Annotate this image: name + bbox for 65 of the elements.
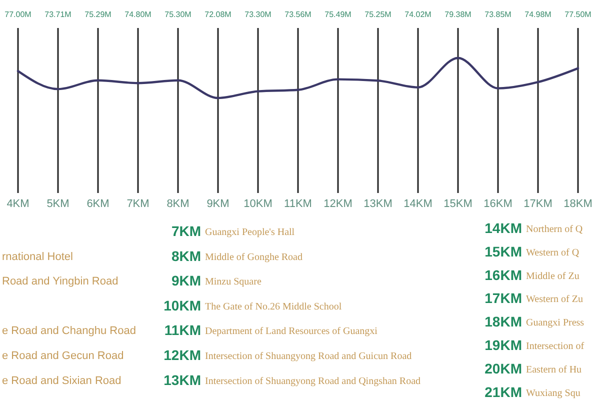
text: 13KM bbox=[164, 372, 201, 388]
text: 12KM bbox=[164, 347, 201, 363]
data-label: 75.49M bbox=[324, 10, 352, 19]
text: Western of Q bbox=[526, 247, 580, 258]
text: 17KM bbox=[484, 290, 522, 306]
text: Road and Yingbin Road bbox=[2, 276, 118, 288]
x-tick-label: 6KM bbox=[86, 198, 110, 210]
data-label: 79.38M bbox=[444, 10, 472, 19]
text: Guangxi Press bbox=[526, 318, 584, 329]
text: Intersection of bbox=[526, 341, 585, 352]
text: 19KM bbox=[484, 337, 522, 353]
text: Middle of Zu bbox=[526, 270, 580, 282]
text: Department of Land Resources of Guangxi bbox=[205, 326, 378, 338]
x-tick-label: 9KM bbox=[206, 198, 230, 210]
text: rnational Hotel bbox=[2, 250, 73, 263]
data-label: 75.30M bbox=[164, 10, 192, 19]
text: 10KM bbox=[164, 297, 201, 314]
text: 15KM bbox=[484, 243, 522, 260]
text: 18KM bbox=[484, 314, 522, 330]
x-tick-label: 11KM bbox=[284, 198, 312, 210]
x-tick-label: 12KM bbox=[324, 198, 352, 210]
data-label: 75.25M bbox=[364, 10, 392, 19]
x-tick-label: 7KM bbox=[126, 198, 150, 210]
text: Intersection of Shuangyong Road and Qingshan Road bbox=[205, 376, 421, 387]
text: Wuxiang Squ bbox=[526, 388, 580, 399]
text: Intersection of Shuangyong Road and Guicun Road bbox=[205, 351, 412, 362]
data-label: 74.80M bbox=[124, 10, 152, 19]
x-tick-label: 16KM bbox=[484, 198, 512, 210]
text: Northern of Q bbox=[526, 224, 584, 235]
text: e Road and Gecun Road bbox=[2, 350, 124, 362]
text: e Road and Changhu Road bbox=[2, 325, 136, 338]
data-label: 73.30M bbox=[244, 10, 272, 19]
data-label: 77.50M bbox=[564, 10, 592, 19]
x-tick-label: 8KM bbox=[166, 198, 190, 210]
text: 21KM bbox=[484, 384, 522, 400]
text: Guangxi People's Hall bbox=[205, 227, 295, 238]
text: Western of Zu bbox=[526, 294, 583, 306]
x-tick-label: 15KM bbox=[444, 198, 472, 210]
data-label: 75.29M bbox=[84, 10, 112, 19]
text: Eastern of Hu bbox=[526, 364, 582, 376]
data-label: 72.08M bbox=[204, 10, 232, 19]
text: 11KM bbox=[164, 322, 201, 338]
data-label: 74.98M bbox=[524, 10, 552, 19]
x-tick-label: 17KM bbox=[524, 198, 552, 210]
x-tick-label: 4KM bbox=[6, 198, 30, 210]
x-tick-label: 13KM bbox=[364, 198, 392, 210]
text: 7KM bbox=[171, 223, 201, 239]
data-label: 73.56M bbox=[284, 10, 312, 19]
x-tick-label: 14KM bbox=[404, 198, 432, 210]
data-label: 74.02M bbox=[404, 10, 432, 19]
data-label: 77.00M bbox=[4, 10, 32, 19]
data-label: 73.85M bbox=[484, 10, 512, 19]
x-tick-label: 10KM bbox=[244, 198, 272, 210]
text: 9KM bbox=[171, 272, 201, 289]
text: 14KM bbox=[484, 220, 522, 236]
text: 16KM bbox=[484, 266, 522, 283]
x-tick-label: 5KM bbox=[46, 198, 70, 210]
text: 20KM bbox=[484, 360, 522, 376]
text: e Road and Sixian Road bbox=[2, 374, 122, 387]
text: 8KM bbox=[171, 248, 201, 264]
data-label: 73.71M bbox=[44, 10, 72, 19]
text: Middle of Gonghe Road bbox=[205, 252, 302, 263]
text: Minzu Square bbox=[205, 276, 262, 288]
text: The Gate of No.26 Middle School bbox=[205, 301, 342, 312]
x-tick-label: 18KM bbox=[564, 198, 592, 210]
